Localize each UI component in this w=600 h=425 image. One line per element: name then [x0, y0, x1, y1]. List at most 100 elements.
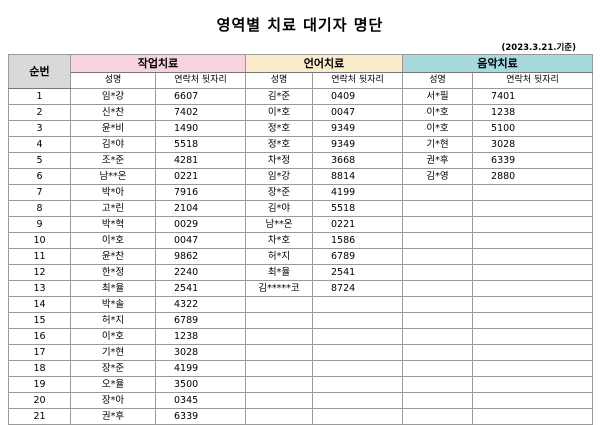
occupational-phone-cell: 3500 — [154, 376, 247, 393]
language-name-cell — [245, 376, 314, 393]
music-name-cell — [402, 280, 474, 297]
seq-cell: 2 — [8, 104, 71, 121]
language-phone-cell — [312, 344, 404, 361]
seq-header: 순번 — [8, 54, 71, 89]
table-row: 20 장*아 0345 — [8, 392, 594, 409]
occupational-name-cell: 장*준 — [70, 360, 156, 377]
language-name-cell: 남**온 — [245, 216, 314, 233]
table-row: 12 한*정 2240 최*율 2541 — [8, 264, 594, 281]
music-phone-cell — [472, 280, 594, 297]
music-name-cell — [402, 344, 474, 361]
music-phone-cell: 7401 — [472, 88, 594, 105]
occupational-phone-cell: 0029 — [154, 216, 247, 233]
language-name-cell: 김*준 — [245, 88, 314, 105]
seq-cell: 1 — [8, 88, 71, 105]
table-row: 13 최*율 2541 김*****코 8724 — [8, 280, 594, 297]
occupational-name-cell: 신*찬 — [70, 104, 156, 121]
seq-cell: 18 — [8, 360, 71, 377]
language-name-cell: 차*호 — [245, 232, 314, 249]
occupational-phone-cell: 2541 — [154, 280, 247, 297]
table-row: 10 이*호 0047 차*호 1586 — [8, 232, 594, 249]
occupational-phone-cell: 6607 — [154, 88, 247, 105]
language-phone-cell: 4199 — [312, 184, 404, 201]
occupational-name-cell: 조*준 — [70, 152, 156, 169]
occupational-phone-cell: 9862 — [154, 248, 247, 265]
language-name-cell: 김*****코 — [245, 280, 314, 297]
music-phone-cell — [472, 328, 594, 345]
occupational-phone-cell: 4281 — [154, 152, 247, 169]
music-name-cell: 이*호 — [402, 104, 474, 121]
occupational-name-cell: 기*현 — [70, 344, 156, 361]
language-name-cell — [245, 392, 314, 409]
occupational-name-cell: 허*지 — [70, 312, 156, 329]
music-name-cell — [402, 296, 474, 313]
language-name-cell: 정*호 — [245, 136, 314, 153]
language-name-cell: 정*호 — [245, 120, 314, 137]
music-name-cell: 김*영 — [402, 168, 474, 185]
seq-cell: 12 — [8, 264, 71, 281]
seq-cell: 20 — [8, 392, 71, 409]
music-name-header: 성명 — [402, 72, 474, 89]
occupational-name-cell: 남**온 — [70, 168, 156, 185]
occupational-name-cell: 이*호 — [70, 232, 156, 249]
music-name-cell — [402, 264, 474, 281]
language-name-cell: 허*지 — [245, 248, 314, 265]
language-phone-cell: 8814 — [312, 168, 404, 185]
language-phone-cell: 5518 — [312, 200, 404, 217]
language-name-cell: 임*강 — [245, 168, 314, 185]
seq-cell: 16 — [8, 328, 71, 345]
occupational-name-cell: 이*호 — [70, 328, 156, 345]
language-name-cell — [245, 296, 314, 313]
music-phone-cell — [472, 184, 594, 201]
language-phone-cell: 1586 — [312, 232, 404, 249]
table-row: 2 신*찬 7402 이*호 0047 이*호 1238 — [8, 104, 594, 121]
seq-cell: 13 — [8, 280, 71, 297]
occupational-phone-cell: 4322 — [154, 296, 247, 313]
music-phone-cell — [472, 296, 594, 313]
occupational-phone-cell: 6789 — [154, 312, 247, 329]
music-therapy-header: 음악치료 — [402, 54, 594, 73]
language-therapy-header: 언어치료 — [245, 54, 404, 73]
language-name-cell — [245, 408, 314, 425]
occupational-name-cell: 김*야 — [70, 136, 156, 153]
music-phone-cell — [472, 408, 594, 425]
occupational-phone-cell: 2240 — [154, 264, 247, 281]
occupational-phone-cell: 4199 — [154, 360, 247, 377]
music-name-cell — [402, 200, 474, 217]
music-phone-cell: 1238 — [472, 104, 594, 121]
music-phone-cell — [472, 216, 594, 233]
language-phone-cell — [312, 408, 404, 425]
music-phone-cell: 5100 — [472, 120, 594, 137]
language-phone-cell: 0047 — [312, 104, 404, 121]
occupational-phone-cell: 0345 — [154, 392, 247, 409]
music-phone-cell — [472, 248, 594, 265]
language-phone-cell: 2541 — [312, 264, 404, 281]
occupational-phone-cell: 0047 — [154, 232, 247, 249]
music-phone-cell: 2880 — [472, 168, 594, 185]
language-phone-cell: 8724 — [312, 280, 404, 297]
music-phone-cell — [472, 360, 594, 377]
music-phone-cell — [472, 392, 594, 409]
language-phone-cell: 9349 — [312, 120, 404, 137]
occupational-name-cell: 윤*비 — [70, 120, 156, 137]
language-name-cell: 이*호 — [245, 104, 314, 121]
occupational-phone-cell: 7916 — [154, 184, 247, 201]
music-name-cell: 이*호 — [402, 120, 474, 137]
table-row: 14 박*솔 4322 — [8, 296, 594, 313]
music-name-cell: 권*후 — [402, 152, 474, 169]
occupational-name-cell: 박*솔 — [70, 296, 156, 313]
occupational-name-cell: 윤*찬 — [70, 248, 156, 265]
occupational-name-cell: 박*혁 — [70, 216, 156, 233]
seq-cell: 14 — [8, 296, 71, 313]
page-title: 영역별 치료 대기자 명단 — [216, 16, 384, 34]
table-row: 21 권*후 6339 — [8, 408, 594, 425]
seq-cell: 6 — [8, 168, 71, 185]
language-phone-cell: 6789 — [312, 248, 404, 265]
table-row: 5 조*준 4281 차*정 3668 권*후 6339 — [8, 152, 594, 169]
table-row: 18 장*준 4199 — [8, 360, 594, 377]
language-name-cell: 장*준 — [245, 184, 314, 201]
music-name-cell — [402, 408, 474, 425]
table-row: 16 이*호 1238 — [8, 328, 594, 345]
language-phone-cell: 0221 — [312, 216, 404, 233]
music-phone-cell — [472, 376, 594, 393]
